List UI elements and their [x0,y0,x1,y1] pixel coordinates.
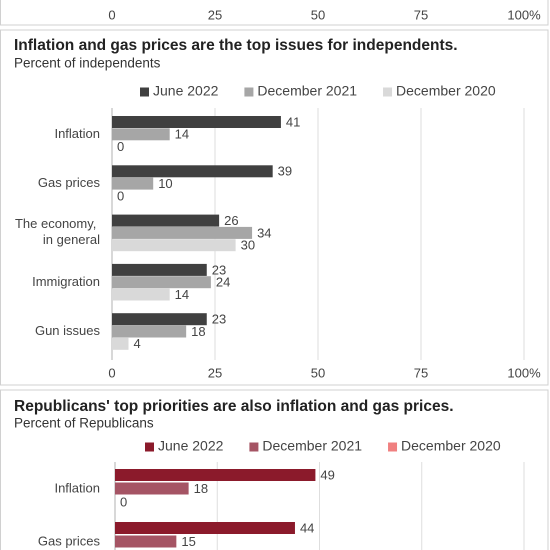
value-label: 0 [120,494,127,509]
value-label: 14 [175,287,189,302]
value-label: 30 [241,238,255,253]
category-label: The economy, in general [15,216,100,247]
value-label: 18 [194,481,208,496]
bar [115,535,177,548]
chart-subtitle: Percent of independents [14,56,161,71]
value-label: 24 [216,275,230,290]
x-tick-label: 100% [507,7,541,22]
bar [112,288,170,301]
bar [112,325,187,338]
x-tick-label: 50 [311,365,325,380]
bar [112,226,253,239]
category-label: Immigration [32,274,100,289]
panel [0,29,549,386]
category-label: Gas prices [38,175,101,190]
x-tick-label: 25 [208,365,222,380]
chart-title: Republicans' top priorities are also inf… [14,398,454,415]
panel [0,0,549,26]
legend-label: December 2020 [401,438,501,454]
bar [112,128,170,141]
legend-swatch [244,87,254,97]
value-label: 15 [181,534,195,549]
value-label: 49 [320,467,334,482]
legend-swatch [388,442,398,452]
legend-label: June 2022 [158,438,224,454]
value-label: 39 [278,164,292,179]
bar [115,482,189,495]
bar [112,313,207,326]
value-label: 18 [191,324,205,339]
value-label: 14 [175,127,189,142]
x-tick-label: 75 [414,365,428,380]
bar [112,239,236,252]
bar [112,165,273,178]
category-label: Inflation [54,481,100,496]
bar [112,263,207,276]
category-label: Inflation [54,126,100,141]
value-label: 23 [212,312,226,327]
panel [0,389,549,550]
bar [115,522,295,534]
value-label: 0 [117,139,124,154]
legend-label: December 2021 [257,83,357,99]
bar [112,177,154,190]
legend-label: December 2020 [396,83,496,99]
value-label: 23 [212,262,226,277]
value-label: 41 [286,114,300,129]
x-tick-label: 0 [108,7,115,22]
bar [112,214,220,227]
x-tick-label: 25 [208,7,222,22]
chart-subtitle: Percent of Republicans [14,416,154,431]
x-tick-label: 100% [507,365,541,380]
category-label: Gas prices [38,534,101,549]
x-tick-label: 50 [311,7,325,22]
legend-swatch [249,442,259,452]
value-label: 26 [224,213,238,228]
legend-label: June 2022 [153,83,219,99]
category-label: Gun issues [35,323,101,338]
chart-title: Inflation and gas prices are the top iss… [14,37,458,54]
value-label: 10 [158,176,172,191]
bar [112,276,211,289]
value-label: 4 [133,336,140,351]
value-label: 34 [257,225,271,240]
bar [112,116,281,128]
value-label: 0 [117,188,124,203]
legend-swatch [383,87,393,97]
bar [112,337,129,350]
value-label: 44 [300,520,314,535]
bar [115,469,316,481]
legend-swatch [140,87,149,97]
legend-swatch [145,442,154,452]
x-tick-label: 0 [108,365,115,380]
legend-label: December 2021 [262,438,362,454]
x-tick-label: 75 [414,7,428,22]
